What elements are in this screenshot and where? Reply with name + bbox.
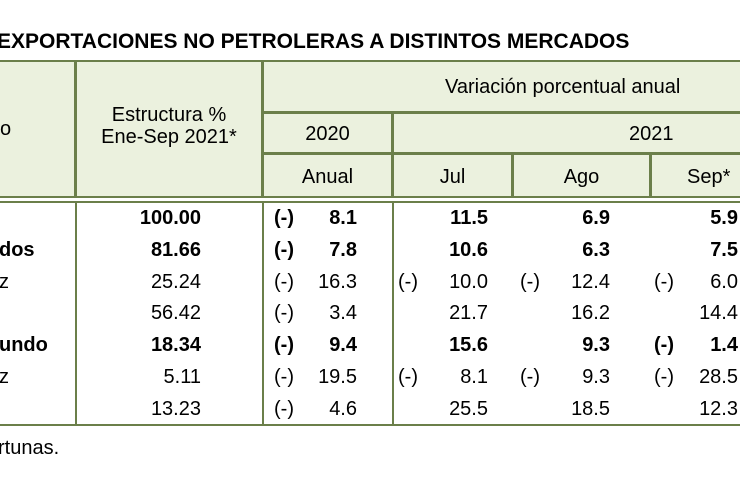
sign: (-) (654, 366, 674, 388)
sign: (-) (274, 238, 294, 261)
cell-value: 12.3 (699, 397, 738, 420)
cell-value: 6.9 (582, 207, 610, 229)
sign: (-) (274, 207, 294, 229)
cell-value: 4.6 (329, 397, 357, 420)
rule (0, 201, 740, 203)
cell-value: 25.5 (449, 397, 488, 420)
rule (262, 201, 264, 425)
header-text: Estructura % Ene-Sep 2021* (101, 104, 237, 148)
cell-value: 19.5 (318, 366, 357, 388)
cell-value: 3.4 (329, 302, 357, 325)
sign: (-) (274, 397, 294, 420)
title: EXPORTACIONES NO PETROLERAS A DISTINTOS … (0, 30, 630, 53)
structure-value: 81.66 (150, 238, 201, 261)
cell-value: 7.8 (329, 238, 357, 261)
header-text: o (0, 118, 12, 140)
header-cell (0, 60, 76, 198)
header-text: Sep* (687, 166, 731, 188)
sign: (-) (654, 334, 674, 357)
cell-value: 11.5 (450, 207, 488, 229)
sign: (-) (274, 366, 294, 388)
sign: (-) (398, 270, 418, 293)
sign: (-) (274, 302, 294, 325)
row-label: z (0, 270, 9, 293)
cell-value: 8.1 (460, 366, 488, 388)
cell-value: 16.2 (571, 302, 610, 325)
cell-value: 6.0 (710, 270, 738, 293)
structure-value: 100.00 (139, 207, 201, 229)
sign: (-) (520, 366, 540, 388)
header-cell (75, 60, 263, 198)
cell-value: 16.3 (318, 270, 357, 293)
sign: (-) (274, 270, 294, 293)
cell-value: 15.6 (449, 334, 488, 357)
cell-value: 9.3 (582, 366, 610, 388)
row-label: dos (0, 238, 35, 261)
header-cell (512, 153, 651, 198)
cell-value: 28.5 (699, 366, 738, 388)
header-text: Variación porcentual anual (445, 76, 681, 98)
rule (75, 201, 77, 425)
cell-value: 8.1 (329, 207, 357, 229)
header-text: Jul (439, 166, 466, 188)
cell-value: 5.9 (710, 207, 738, 229)
structure-value: 5.11 (163, 366, 201, 388)
sign: (-) (398, 366, 418, 388)
cell-value: 9.3 (582, 334, 610, 357)
cell-value: 21.7 (449, 302, 488, 325)
row-label: undo (0, 334, 48, 357)
cell-value: 14.4 (699, 302, 738, 325)
structure-value: 56.42 (150, 302, 201, 325)
header-cell (262, 153, 393, 198)
rule (0, 424, 740, 426)
cell-value: 7.5 (710, 238, 738, 261)
sign: (-) (520, 270, 540, 293)
header-cell (262, 112, 393, 154)
sign: (-) (654, 270, 674, 293)
rule (392, 201, 394, 425)
cell-value: 10.0 (449, 270, 488, 293)
row-label: z (0, 366, 9, 388)
cell-value: 12.4 (571, 270, 610, 293)
footnote: rtunas. (0, 437, 60, 459)
cell-value: 9.4 (329, 334, 357, 357)
cell-value: 18.5 (571, 397, 610, 420)
header-cell (650, 153, 740, 198)
structure-value: 13.23 (150, 397, 201, 420)
structure-value: 18.34 (150, 334, 201, 357)
cell-value: 1.4 (710, 334, 738, 357)
sign: (-) (274, 334, 294, 357)
header-text: Ago (563, 166, 600, 188)
cell-value: 10.6 (449, 238, 488, 261)
header-text: 2021 (629, 123, 674, 145)
header-text: Anual (301, 166, 354, 188)
header-cell (262, 60, 740, 113)
header-cell (392, 112, 740, 154)
cell-value: 6.3 (582, 238, 610, 261)
structure-value: 25.24 (150, 270, 201, 293)
header-cell (392, 153, 513, 198)
header-text: 2020 (305, 123, 350, 145)
